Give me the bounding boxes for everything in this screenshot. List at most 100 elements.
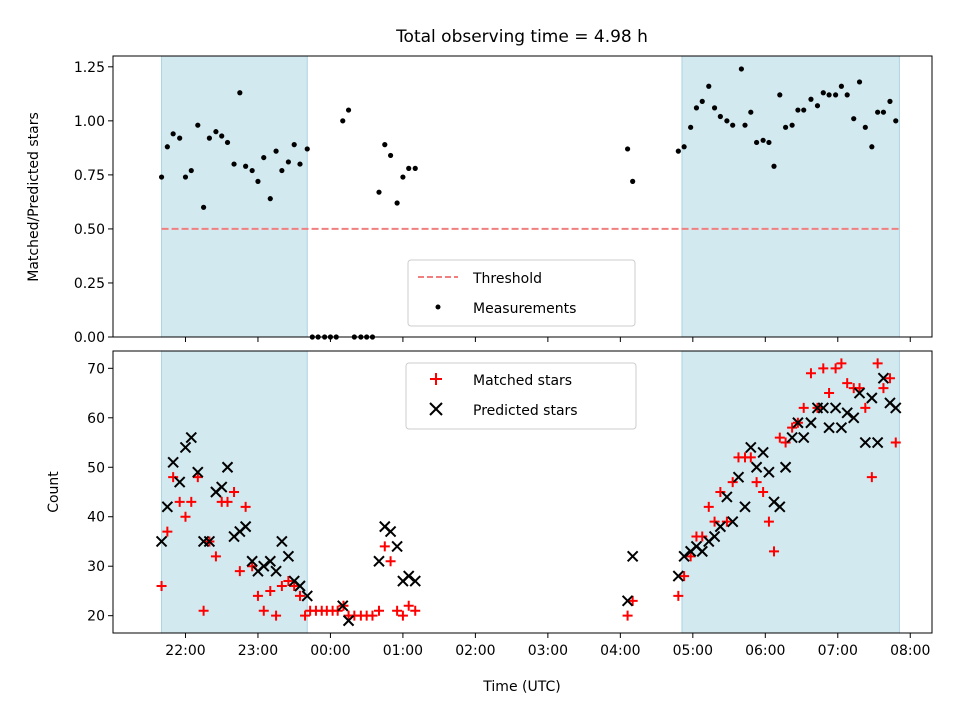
predicted-stars-point (726, 515, 739, 528)
x-tick-label: 00:00 (310, 643, 350, 659)
ratio-shaded-interval (681, 55, 900, 338)
x-tick-label: 07:00 (818, 643, 858, 659)
ratio-y-tick-label: 1.00 (74, 114, 105, 130)
measurement-point (224, 139, 231, 146)
predicted-stars-point (877, 372, 890, 384)
matched-stars-point (798, 402, 809, 413)
measurement-point (394, 200, 400, 206)
measurement-point (285, 159, 291, 165)
measurement-point (412, 165, 418, 171)
predicted-stars-point (871, 436, 884, 449)
measurement-point (875, 109, 881, 115)
ratio-panel: Total observing time = 4.98 h Matched/Pr… (26, 27, 648, 282)
matched-stars-point (168, 472, 179, 483)
measurement-point (814, 103, 821, 109)
predicted-stars-point (282, 550, 295, 563)
matched-stars-point (884, 373, 895, 384)
matched-stars-point (774, 432, 785, 443)
predicted-stars-point (739, 501, 751, 513)
count-axes-frame (112, 350, 933, 634)
predicted-stars-point (866, 392, 878, 404)
predicted-stars-point (216, 481, 228, 493)
ratio-shaded-interval (161, 55, 308, 338)
predicted-stars-point (792, 417, 804, 429)
measurement-point (880, 109, 887, 115)
ratio-y-tick-label: 1.25 (74, 60, 105, 76)
matched-stars-point (836, 358, 847, 369)
legend-ratio-box (407, 259, 636, 327)
matched-stars-point (252, 590, 263, 601)
measurement-point (844, 92, 850, 98)
predicted-stars-point (239, 520, 252, 533)
ratio-y-tick-label: 0.25 (74, 276, 105, 292)
matched-stars-point (397, 610, 408, 621)
legend-matched-label: Matched stars (473, 373, 572, 389)
predicted-stars-point (264, 555, 276, 567)
predicted-stars-point (763, 466, 775, 478)
measurement-point (273, 148, 279, 154)
matched-stars-point (715, 487, 726, 497)
count-y-tick-label: 50 (87, 460, 105, 476)
legend-ratio: Threshold Measurements (407, 259, 636, 327)
x-tick-label: 01:00 (383, 643, 423, 659)
measurement-point (771, 163, 777, 169)
matched-stars-point (727, 477, 738, 488)
count-y-tick-label: 20 (87, 609, 105, 625)
measurement-point (345, 107, 352, 113)
count-panel: Count Time (UTC) (46, 471, 561, 695)
y-axis-label-ratio: Matched/Predicted stars (26, 112, 42, 282)
legend-predicted-swatch (429, 402, 443, 416)
predicted-stars-point (774, 501, 786, 513)
matched-stars-point (763, 516, 774, 527)
measurement-point (340, 118, 346, 124)
measurement-point (219, 133, 225, 139)
matched-stars-point (878, 383, 889, 394)
legend-predicted-label: Predicted stars (473, 403, 578, 419)
predicted-stars-point (732, 471, 745, 483)
count-y-tick-label: 40 (87, 510, 105, 526)
matched-stars-point (721, 516, 732, 527)
measurement-point (675, 148, 681, 154)
matched-stars-point (679, 571, 690, 582)
matched-stars-point (872, 358, 883, 369)
measurement-point (754, 139, 760, 146)
matched-stars-point (842, 378, 853, 389)
measurement-point (237, 90, 243, 96)
predicted-stars-point (221, 461, 234, 473)
measurement-point (243, 163, 249, 169)
predicted-stars-point (337, 600, 349, 612)
matched-stars-point (745, 452, 756, 463)
y-axis-label-count: Count (46, 471, 62, 513)
matched-stars-point (751, 477, 762, 488)
matched-stars-point (890, 437, 901, 448)
predicted-stars-point (835, 421, 848, 434)
x-tick-label: 04:00 (600, 643, 640, 659)
measurement-point (801, 107, 807, 113)
matched-stars-point (222, 496, 233, 507)
measurement-point (382, 142, 388, 148)
measurement-point (688, 124, 694, 130)
matched-stars-point (283, 576, 294, 587)
matched-stars-point (703, 501, 714, 512)
predicted-stars-point (714, 520, 727, 533)
measurement-point (255, 178, 261, 184)
legend-count-box (405, 362, 637, 430)
predicted-stars-point (167, 456, 179, 469)
matched-stars-point (198, 605, 209, 616)
measurement-point (693, 105, 700, 111)
matched-stars-point (300, 610, 311, 621)
legend-count: Matched stars Predicted stars (405, 362, 637, 430)
predicted-stars-point (192, 466, 204, 478)
x-tick-label: 06:00 (745, 643, 785, 659)
predicted-stars-point (276, 535, 288, 548)
predicted-stars-point (853, 387, 866, 399)
matched-stars-point (373, 605, 384, 616)
predicted-stars-point (294, 580, 306, 592)
count-y-tick-label: 70 (87, 361, 105, 377)
matched-stars-point (818, 363, 829, 374)
measurement-point (869, 144, 875, 150)
predicted-stars-point (890, 402, 902, 414)
measurement-point (297, 161, 303, 167)
ratio-y-tick-label: 0.00 (74, 330, 105, 346)
